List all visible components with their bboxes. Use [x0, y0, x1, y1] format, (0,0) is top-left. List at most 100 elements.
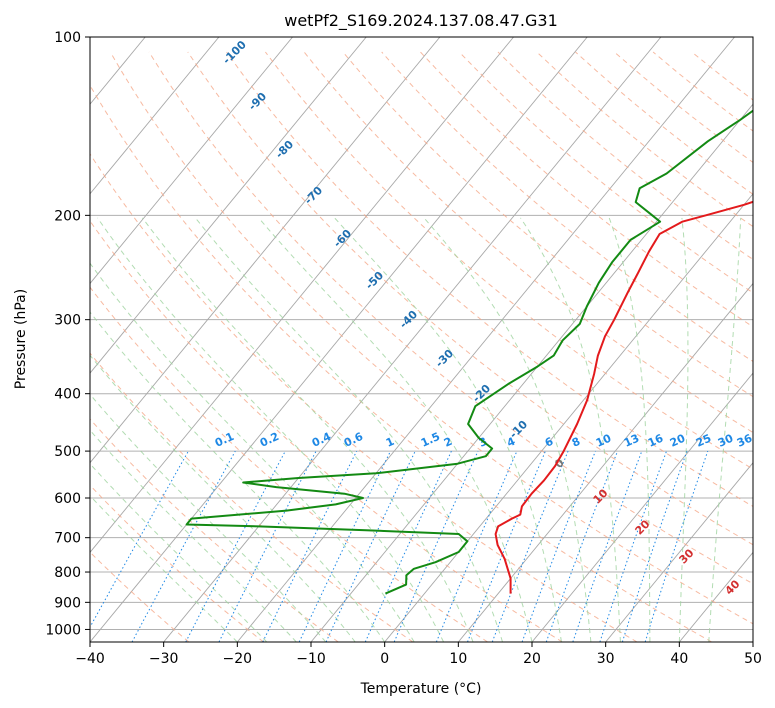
dry-adiabat-line — [90, 286, 488, 642]
isotherm-line — [163, 37, 662, 642]
y-tick-label: 900 — [54, 595, 81, 611]
dry-adiabat-line — [90, 484, 264, 642]
mixing-ratio-line — [644, 450, 709, 642]
isotherm-line — [457, 282, 753, 642]
mixing-ratio-line — [131, 450, 236, 642]
isotherm-line — [90, 37, 367, 374]
isotherm-line — [90, 37, 588, 642]
mixing-ratio-label: 0.1 — [213, 430, 236, 450]
x-tick-label: 30 — [597, 651, 615, 667]
x-tick-label: −20 — [223, 651, 253, 667]
mixing-ratio-line — [435, 450, 518, 642]
mixing-ratio-label: 1.5 — [419, 430, 442, 450]
dry-adiabat-line — [420, 51, 753, 328]
x-axis-label: Temperature (°C) — [360, 681, 482, 697]
dry-adiabat-label: -40 — [397, 308, 420, 331]
dry-adiabat-label: -60 — [331, 227, 354, 250]
mixing-ratio-label: 20 — [668, 431, 688, 449]
isotherm-line — [752, 641, 753, 642]
x-tick-label: 50 — [744, 651, 762, 667]
y-tick-label: 800 — [54, 565, 81, 581]
moist-adiabat-line — [678, 217, 689, 642]
mixing-ratio-label: 10 — [594, 431, 614, 449]
moist-adiabat-line — [608, 217, 651, 642]
dry-adiabat-label: -70 — [302, 184, 325, 207]
moist-adiabat-line — [520, 217, 621, 642]
dry-adiabat-line — [187, 51, 753, 546]
dry-adiabat-line — [303, 51, 753, 434]
dewpoint-profile-line — [185, 109, 753, 595]
isotherm-line — [90, 37, 441, 464]
mixing-ratio-label: 2 — [442, 435, 454, 450]
y-axis-label: Pressure (hPa) — [13, 289, 29, 389]
mixing-ratio-label: 16 — [646, 431, 666, 449]
x-tick-label: −40 — [75, 651, 105, 667]
dry-adiabat-label: -30 — [433, 347, 456, 370]
mixing-ratio-line — [467, 450, 546, 642]
mixing-ratio-line — [262, 450, 358, 642]
dry-adiabat-label: -80 — [273, 138, 296, 161]
moist-adiabat-line — [90, 494, 238, 642]
dry-adiabat-line — [90, 84, 712, 642]
moist-adiabat-line — [142, 217, 474, 642]
mixing-ratio-line — [364, 450, 452, 642]
isotherm-line — [236, 37, 735, 642]
chart-title: wetPf2_S169.2024.137.08.47.G31 — [284, 11, 558, 31]
moist-adiabat-label: 40 — [723, 577, 743, 597]
moist-adiabat-line — [90, 262, 415, 642]
moist-adiabat-line — [90, 311, 386, 642]
mixing-ratio-line — [545, 450, 619, 642]
x-tick-label: 10 — [449, 651, 467, 667]
x-tick-label: 20 — [523, 651, 541, 667]
y-tick-label: 600 — [54, 491, 81, 507]
y-tick-label: 700 — [54, 531, 81, 547]
moist-adiabat-line — [97, 217, 445, 642]
mixing-ratio-line — [599, 450, 667, 642]
dry-adiabat-label: -100 — [220, 38, 249, 67]
dry-adiabat-label: -50 — [363, 269, 386, 292]
mixing-ratio-label: 0.4 — [310, 430, 333, 450]
dry-adiabat-line — [226, 51, 753, 508]
dry-adiabat-line — [381, 51, 753, 362]
dry-adiabat-line — [109, 51, 753, 625]
moist-adiabat-line — [708, 217, 742, 642]
mixing-ratio-line — [90, 450, 189, 629]
moist-adiabat-line — [90, 429, 297, 642]
mixing-ratio-line — [572, 450, 643, 642]
dry-adiabat-line — [148, 51, 753, 585]
y-tick-label: 400 — [54, 387, 81, 403]
mixing-ratio-label: 25 — [694, 432, 713, 450]
isotherm-line — [531, 372, 753, 642]
moist-adiabat-line — [334, 217, 562, 642]
x-tick-label: −10 — [296, 651, 326, 667]
dry-adiabat-line — [652, 51, 753, 132]
isotherm-line — [90, 37, 293, 285]
y-tick-label: 500 — [54, 444, 81, 460]
plot-frame — [89, 36, 754, 643]
dry-adiabat-line — [613, 51, 753, 164]
mixing-ratio-line — [621, 450, 688, 642]
dry-adiabat-line — [90, 418, 339, 642]
moist-adiabat-line — [90, 354, 356, 642]
mixing-ratio-line — [521, 450, 596, 642]
isotherm-line — [90, 37, 514, 554]
mixing-ratio-label: 30 — [716, 431, 736, 449]
y-tick-label: 1000 — [45, 622, 81, 638]
dry-adiabat-line — [90, 551, 190, 642]
dry-adiabat-line — [90, 152, 638, 642]
dry-adiabat-line — [575, 51, 753, 195]
y-tick-label: 200 — [54, 208, 81, 224]
dry-adiabat-line — [497, 51, 753, 261]
mixing-ratio-label: 1 — [384, 435, 396, 450]
x-tick-label: 40 — [670, 651, 688, 667]
isotherm-line — [605, 462, 753, 642]
moist-adiabat-label: 10 — [591, 486, 611, 506]
moist-adiabat-line — [423, 217, 592, 642]
dry-adiabat-label: -90 — [246, 90, 269, 113]
mixing-ratio-line — [491, 450, 569, 642]
dry-adiabat-line — [90, 352, 414, 642]
moist-adiabat-line — [90, 393, 327, 642]
y-tick-label: 300 — [54, 313, 81, 329]
x-tick-label: −30 — [149, 651, 179, 667]
